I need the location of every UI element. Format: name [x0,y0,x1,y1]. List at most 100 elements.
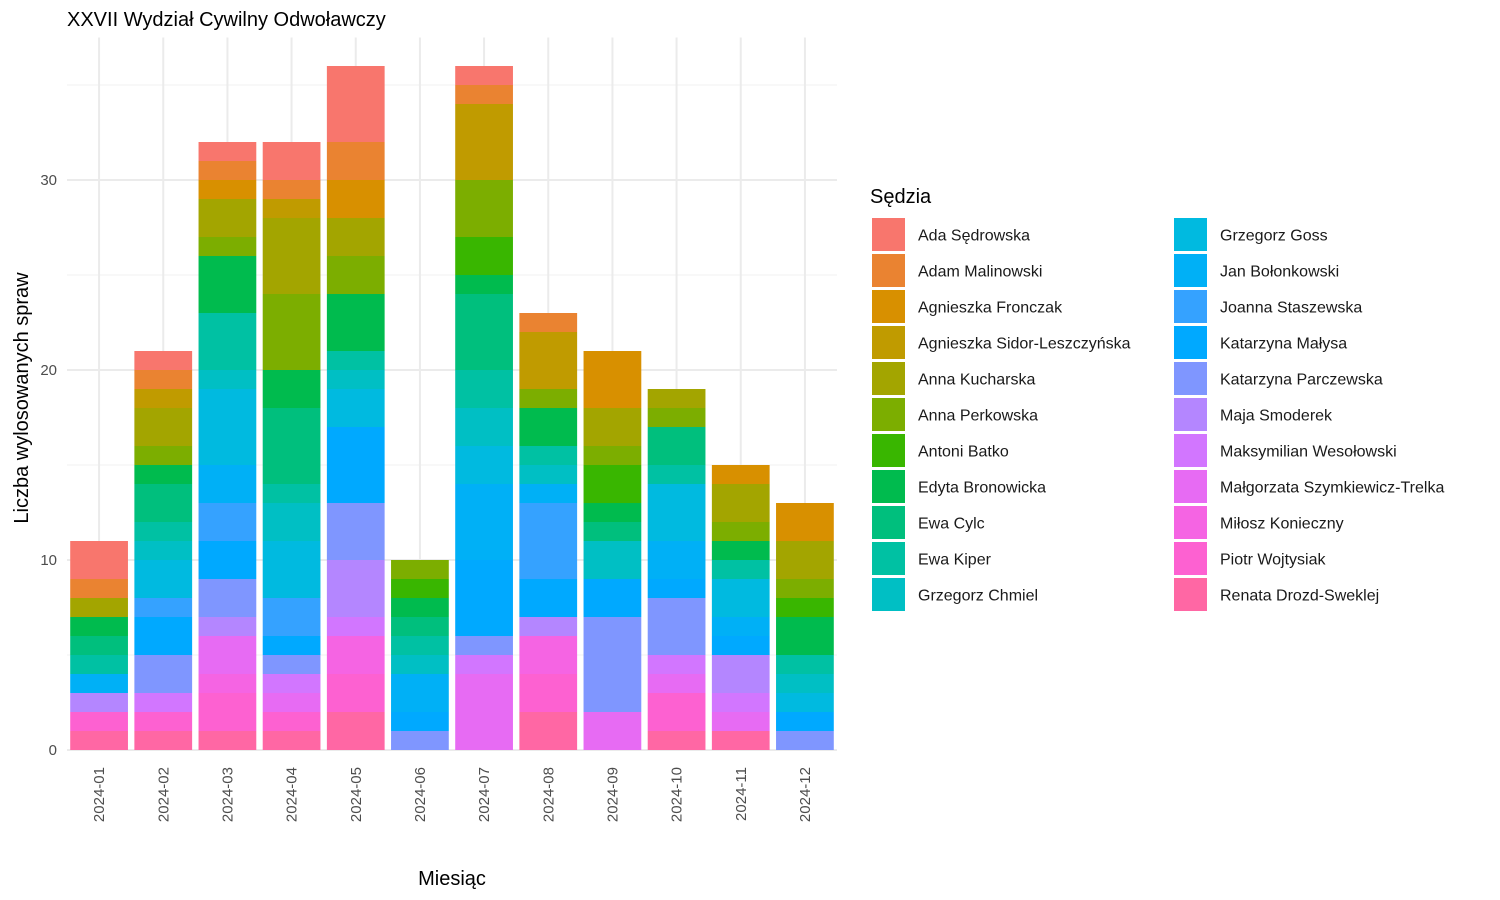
bar-segment [262,370,321,408]
bar-segment [647,655,706,674]
bar-segment [326,503,385,560]
legend-label: Ewa Cylc [918,516,985,533]
bar-segment [583,617,642,712]
bar-segment [262,655,321,674]
bar-segment [647,389,706,408]
bar-segment [519,332,578,389]
bar-segment [134,522,193,541]
x-tick-label: 2024-02 [155,767,172,822]
x-tick-label: 2024-04 [284,767,301,822]
legend-key [872,434,905,467]
legend-label: Katarzyna Małysa [1220,336,1347,353]
bar-segment [519,674,578,712]
bar-segment [519,446,578,465]
bar-segment [776,693,834,712]
bar-segment [455,85,513,104]
bar-segment [519,313,578,332]
x-tick-label: 2024-08 [540,767,557,822]
bar-segment [583,446,642,465]
legend-label: Miłosz Konieczny [1220,516,1344,533]
bar-segment [519,617,578,636]
bar-segment [134,598,193,617]
bar-segment [134,731,193,750]
bar-segment [70,541,128,579]
bar-segment [647,541,706,579]
bar-segment [711,655,770,693]
x-tick-label: 2024-01 [91,767,108,822]
bar-segment [711,560,770,579]
bar-segment [519,712,578,750]
legend-key [872,398,905,431]
bar-segment [326,180,385,218]
legend-label: Małgorzata Szymkiewicz-Trelka [1220,480,1444,497]
bar-segment [326,218,385,256]
legend-key [872,326,905,359]
bar-segment [198,503,257,541]
legend-label: Ewa Kiper [918,552,992,569]
bar-segment [455,484,513,560]
legend-key [1174,362,1207,395]
x-tick-label: 2024-11 [733,767,750,821]
bar-segment [326,351,385,370]
bar-segment [455,66,513,85]
bar-segment [70,674,128,693]
bar-segment [262,712,321,731]
bar-segment [391,560,449,579]
x-tick-label: 2024-10 [669,767,686,822]
legend-key [872,470,905,503]
legend-label: Piotr Wojtysiak [1220,552,1327,569]
legend-title: Sędzia [870,186,932,208]
axes: 0 10 20 30 2024-01 2024-02 2024-03 2024-04 2024-… [40,172,814,822]
bar-segment [326,294,385,351]
bar-segment [134,693,193,712]
bar-segment [326,560,385,617]
legend-label: Edyta Bronowicka [918,480,1046,497]
bar-segment [711,617,770,636]
bar-segment [262,180,321,199]
bar-segment [134,389,193,408]
bar-segment [70,598,128,617]
x-tick-label: 2024-05 [348,767,365,822]
bar-segment [647,465,706,484]
legend-label: Renata Drozd-Sweklej [1220,588,1379,605]
legend-label: Joanna Staszewska [1220,300,1362,317]
bar-segment [391,712,449,731]
legend: Sędzia Ada Sędrowska Adam Malinowski Agnie… [870,186,1444,611]
bar-segment [198,256,257,313]
x-tick-label: 2024-09 [604,767,621,822]
legend-label: Agnieszka Sidor-Leszczyńska [918,336,1131,353]
bar-segment [134,560,193,598]
legend-label: Antoni Batko [918,444,1009,461]
bar-segment [583,579,642,617]
bar-segment [711,693,770,712]
bar-segment [519,636,578,674]
bar-segment [326,256,385,294]
legend-key [1174,290,1207,323]
legend-label: Maksymilian Wesołowski [1220,444,1397,461]
bar-segment [262,294,321,370]
legend-key [1174,254,1207,287]
bar-segment [391,655,449,674]
legend-key [872,218,905,251]
bar-segment [134,465,193,484]
legend-key [1174,470,1207,503]
bar-segment [70,636,128,655]
bar-segment [134,617,193,655]
x-tick-label: 2024-06 [412,767,429,822]
bar-segment [647,674,706,693]
bar-segment [262,674,321,693]
bar-segment [455,294,513,370]
legend-key [872,506,905,539]
bar-segment [70,712,128,731]
legend-key [1174,434,1207,467]
y-tick-label: 30 [40,172,57,189]
legend-label: Anna Perkowska [918,408,1038,425]
bar-segment [326,370,385,389]
bar-segment [134,446,193,465]
bar-segment [776,598,834,617]
bar-segment [455,560,513,636]
bar-segment [776,579,834,598]
bar-segment [262,408,321,484]
bar-segment [198,465,257,503]
